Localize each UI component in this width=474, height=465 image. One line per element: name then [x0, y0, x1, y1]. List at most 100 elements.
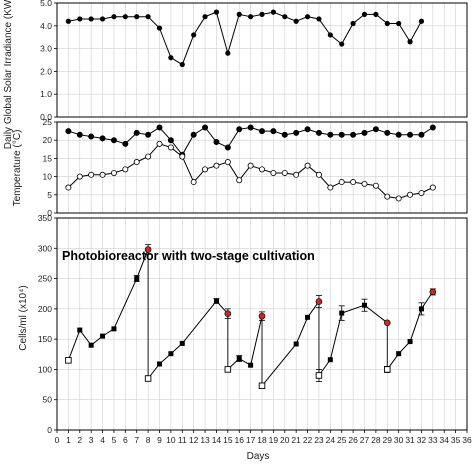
- x-tick-label: 23: [314, 435, 324, 445]
- irradiance-point: [350, 20, 356, 27]
- min-temperature-point: [429, 184, 436, 191]
- min-temperature-point: [395, 195, 402, 202]
- y-tick-label: 20: [43, 135, 53, 145]
- y-tick-label: 100: [38, 364, 52, 374]
- irradiance-y-label: Daily Global Solar Irradiance (KWh.m-2): [3, 0, 14, 149]
- harvest-point: [315, 298, 323, 305]
- min-temperature-point: [327, 184, 334, 191]
- irradiance-point: [122, 14, 128, 20]
- y-tick-label: 15: [43, 153, 53, 163]
- min-temperature-point: [258, 166, 265, 173]
- min-temperature-point: [213, 162, 220, 169]
- max-temperature-point: [167, 137, 174, 144]
- irradiance-point: [339, 41, 345, 47]
- cell-density-point: [111, 326, 117, 332]
- x-tick-label: 29: [383, 435, 393, 445]
- cell-density-point: [236, 356, 242, 362]
- harvest-start-point: [224, 366, 232, 373]
- max-temperature-point: [156, 124, 163, 131]
- max-temperature-point: [224, 144, 231, 151]
- temperature-y-label: Temperature (°C): [12, 130, 23, 207]
- harvest-start-point: [144, 375, 152, 382]
- max-temperature-point: [395, 131, 402, 138]
- max-temperature-point: [110, 137, 117, 144]
- irradiance-point: [134, 14, 140, 20]
- irradiance-point: [156, 25, 163, 31]
- irradiance-point: [259, 11, 265, 17]
- min-temperature-point: [315, 171, 322, 178]
- x-tick-label: 9: [157, 435, 162, 445]
- irradiance-point: [88, 16, 94, 22]
- irradiance-panel: 0.0 1.0 2.0 3.0 4.0 5.0 Daily Global Solar Ir…: [3, 0, 468, 149]
- max-temperature-point: [361, 129, 368, 136]
- x-tick-label: 0: [55, 435, 60, 445]
- max-temperature-point: [315, 129, 322, 136]
- x-tick-label: 5: [112, 435, 117, 445]
- min-temperature-point: [270, 169, 277, 176]
- x-tick-label: 7: [134, 435, 139, 445]
- y-tick-label: 4.0: [40, 21, 52, 31]
- x-tick-label: 28: [371, 435, 381, 445]
- max-temperature-point: [350, 131, 357, 138]
- irradiance-point: [361, 11, 368, 17]
- max-temperature-point: [338, 131, 345, 138]
- irradiance-point: [293, 18, 299, 24]
- max-temperature-point: [407, 131, 414, 138]
- irradiance-y-ticks: 0.0 1.0 2.0 3.0 4.0 5.0: [40, 0, 57, 122]
- irradiance-point: [327, 32, 333, 38]
- irradiance-frame: [56, 2, 468, 118]
- x-tick-label: 10: [166, 435, 176, 445]
- cell-density-point: [293, 341, 299, 347]
- min-temperature-point: [190, 179, 197, 186]
- min-temperature-point: [65, 184, 72, 191]
- irradiance-point: [179, 61, 185, 68]
- min-temperature-point: [281, 169, 288, 176]
- x-tick-label: 25: [337, 435, 347, 445]
- max-temperature-point: [133, 129, 140, 136]
- cell-density-point: [168, 351, 174, 357]
- irradiance-point: [213, 9, 220, 15]
- min-temperature-point: [338, 179, 345, 186]
- cell-density-point: [396, 351, 402, 357]
- cell-density-point: [248, 362, 254, 368]
- x-tick-label: 4: [100, 435, 105, 445]
- max-temperature-point: [76, 131, 83, 138]
- min-temperature-point: [236, 177, 243, 184]
- min-temperature-point: [202, 166, 209, 173]
- min-temperature-point: [156, 140, 163, 147]
- cells-series: [65, 244, 437, 390]
- min-temperature-point: [224, 159, 231, 166]
- max-temperature-point: [202, 124, 209, 131]
- cell-density-point: [100, 333, 106, 339]
- max-temperature-point: [99, 135, 106, 142]
- irradiance-point: [373, 11, 379, 17]
- x-tick-label: 16: [234, 435, 244, 445]
- x-tick-label: 35: [451, 435, 461, 445]
- x-tick-label: 36: [462, 435, 472, 445]
- min-temperature-point: [99, 171, 106, 178]
- cell-density-point: [77, 327, 83, 333]
- y-tick-label: 200: [38, 304, 52, 314]
- irradiance-point: [407, 39, 413, 45]
- irradiance-point: [202, 14, 208, 20]
- cell-density-point: [157, 361, 162, 367]
- x-tick-label: 11: [178, 435, 187, 445]
- temperature-panel: 0 5 10 15 20 25 Temperature (°C): [12, 117, 468, 218]
- irradiance-point: [168, 55, 174, 61]
- irradiance-point: [248, 14, 254, 20]
- y-tick-label: 5.0: [40, 0, 52, 8]
- x-tick-label: 3: [89, 435, 94, 445]
- max-temperature-point: [258, 128, 265, 135]
- irradiance-point: [396, 20, 402, 27]
- harvest-point: [258, 312, 266, 320]
- y-tick-label: 350: [38, 213, 52, 223]
- max-temperature-point: [88, 133, 95, 140]
- min-temperature-point: [76, 173, 83, 180]
- min-temperature-point: [122, 166, 129, 173]
- y-tick-label: 0: [47, 208, 52, 218]
- irradiance-point: [111, 14, 117, 20]
- irradiance-point: [77, 16, 83, 22]
- y-tick-label: 250: [38, 274, 52, 284]
- x-tick-label: 13: [200, 435, 210, 445]
- irradiance-point: [191, 32, 197, 38]
